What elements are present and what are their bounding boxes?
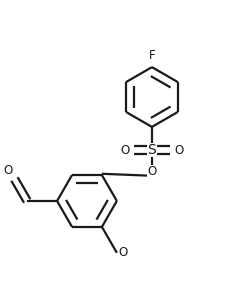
Text: O: O: [120, 144, 129, 157]
Text: O: O: [147, 164, 156, 178]
Text: O: O: [118, 246, 127, 259]
Text: O: O: [3, 164, 12, 177]
Text: S: S: [147, 143, 156, 157]
Text: O: O: [173, 144, 183, 157]
Text: F: F: [148, 49, 155, 63]
